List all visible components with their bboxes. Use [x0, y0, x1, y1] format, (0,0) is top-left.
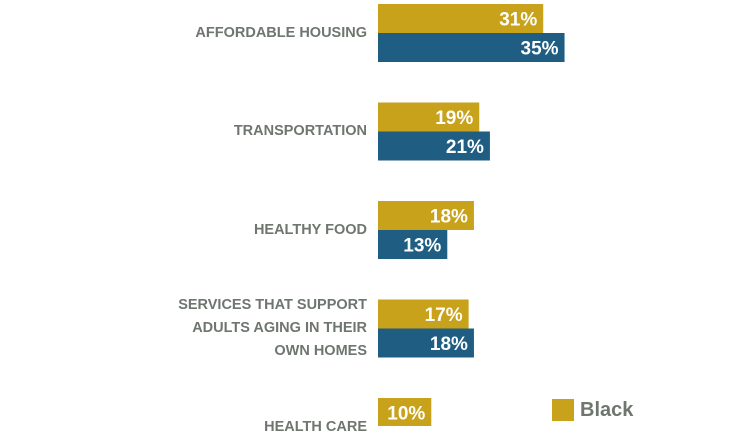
category-label-0: AFFORDABLE HOUSING — [195, 22, 367, 45]
chart: 31% 35% 19% 21% 18% 13% 17% 18% 10% AFFORDABLE H… — [178, 4, 633, 435]
bar-black-4 — [378, 398, 432, 426]
category-label-line: AFFORDABLE HOUSING — [195, 24, 367, 41]
bar-black-1 — [378, 102, 480, 132]
data-label-series2-1: 21% — [446, 137, 484, 158]
data-label-series2-2: 13% — [403, 236, 441, 257]
data-label-black-2: 18% — [430, 207, 468, 228]
data-label-series2-3: 18% — [430, 334, 468, 355]
bar-series2-2 — [378, 230, 448, 259]
legend: Black — [552, 399, 633, 421]
category-label-line: HEALTH CARE — [264, 418, 367, 435]
legend-swatch-black — [552, 399, 574, 421]
category-label-line: OWN HOMES — [274, 343, 367, 359]
legend-label-black: Black — [580, 399, 634, 421]
category-label-3: SERVICES THAT SUPPORT ADULTS AGING IN THE… — [178, 294, 367, 363]
bar-series2-1 — [378, 131, 490, 161]
category-label-line: TRANSPORTATION — [233, 123, 367, 139]
data-label-black-0: 31% — [499, 10, 537, 31]
bar-black-3 — [378, 299, 469, 329]
bar-black-0 — [378, 4, 544, 33]
category-label-4: HEALTH CARE — [264, 416, 367, 439]
data-label-black-1: 19% — [435, 108, 473, 129]
category-label-line: ADULTS AGING IN THEIR — [192, 320, 367, 336]
category-label-line: HEALTHY FOOD — [253, 221, 367, 238]
data-label-black-3: 17% — [425, 305, 463, 326]
data-label-black-4: 10% — [387, 404, 425, 425]
bar-black-2 — [378, 201, 474, 230]
bar-series2-0 — [378, 33, 565, 62]
category-label-2: HEALTHY FOOD — [254, 219, 367, 242]
category-label-1: TRANSPORTATION — [234, 120, 367, 143]
data-label-series2-0: 35% — [521, 39, 559, 60]
bar-chart-svg: 31% 35% 19% 21% 18% 13% 17% 18% 10% — [378, 4, 565, 426]
bar-series2-3 — [378, 328, 474, 358]
category-label-line: SERVICES THAT SUPPORT — [178, 297, 367, 313]
